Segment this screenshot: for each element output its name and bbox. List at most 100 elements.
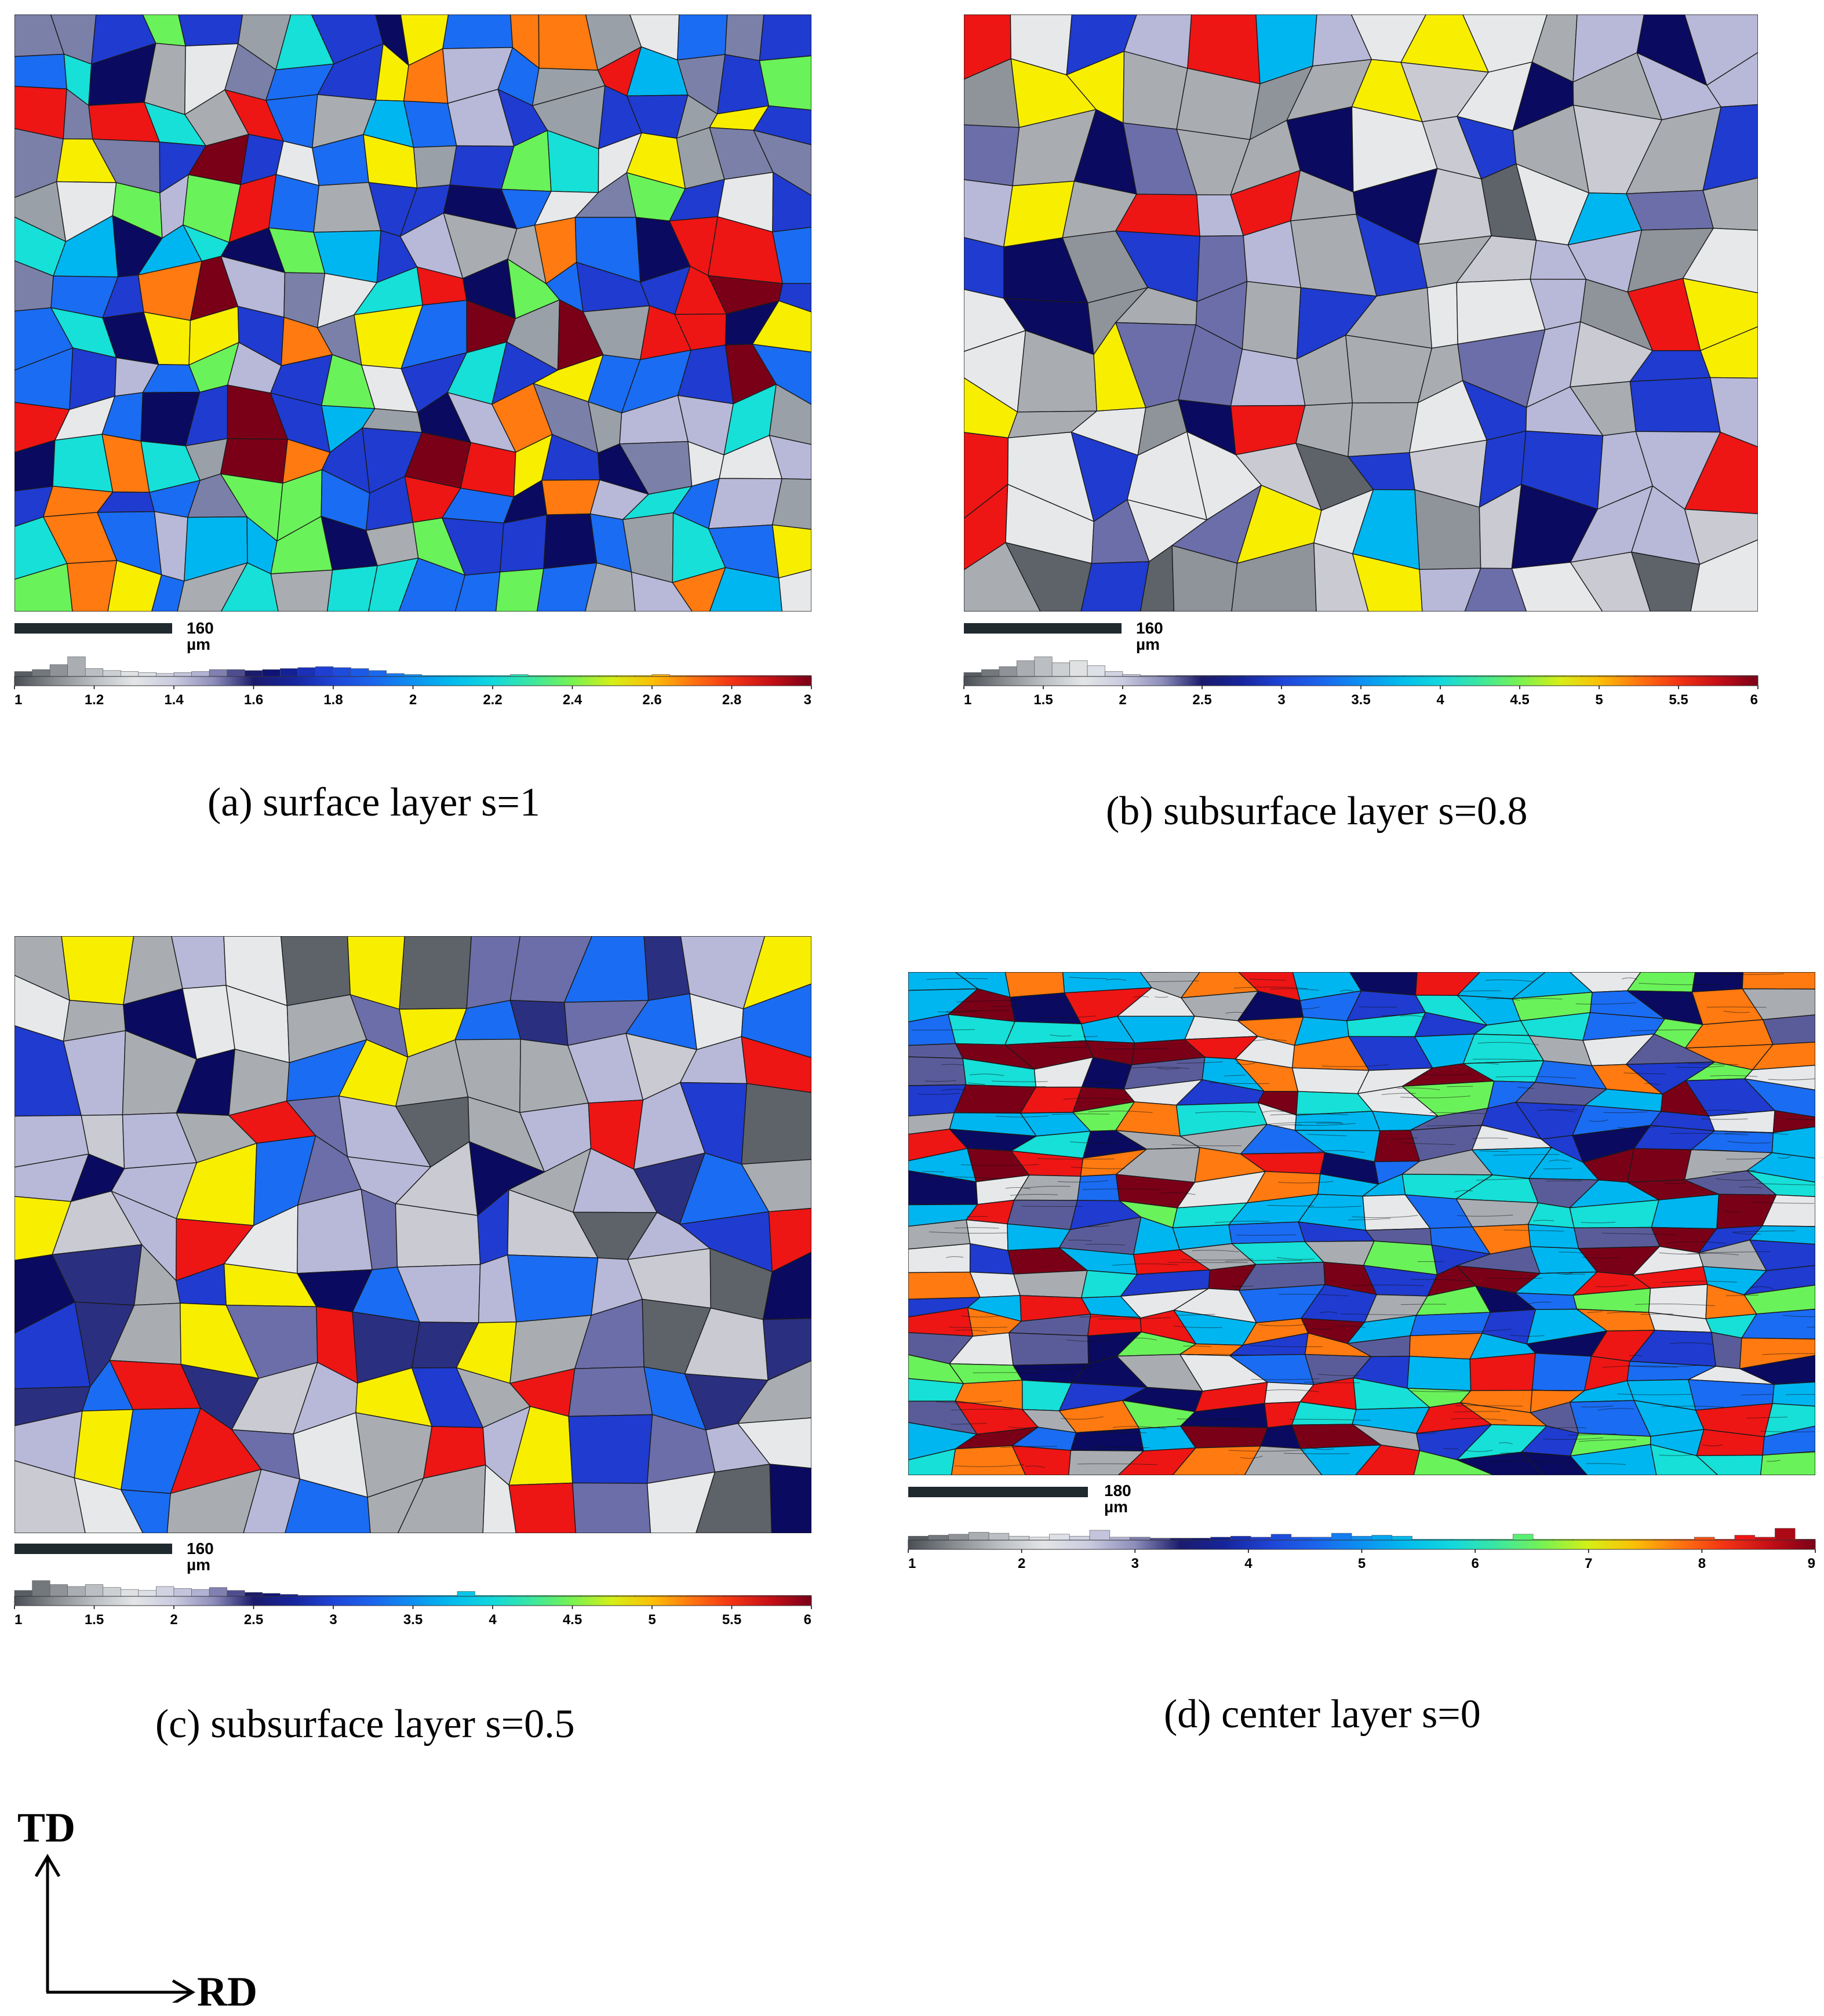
tick-label: 1.5: [85, 1612, 104, 1628]
substructure: [912, 972, 1815, 1468]
color-legend-b: 1 1.5 2 2.5 3 3.5 4 4.5 5 5.5 6: [963, 652, 1759, 710]
tick-label: 1.8: [323, 692, 343, 708]
tick-label: 5.5: [722, 1612, 741, 1628]
grain-map-c-image: [14, 936, 811, 1533]
tick-label: 5: [648, 1612, 656, 1628]
tick-label: 1.4: [164, 692, 184, 708]
histogram-bar: [1392, 1535, 1412, 1541]
scale-bar-a: [14, 623, 172, 634]
histogram-bar: [988, 1533, 1010, 1541]
histogram-bar: [85, 1584, 104, 1597]
scale-bar-b: [964, 623, 1122, 634]
histogram-bar: [138, 672, 156, 677]
tick-label: 5.5: [1669, 692, 1688, 708]
histogram-bar: [49, 664, 68, 677]
histogram-bar: [1009, 1535, 1029, 1541]
tick-label: 4: [1244, 1556, 1253, 1571]
scale-bar-d: [908, 1487, 1088, 1497]
histogram-bar: [121, 671, 139, 677]
caption-d: (d) center layer s=0: [1164, 1692, 1481, 1737]
color-scale-bar: [963, 676, 1759, 686]
histogram-bar: [49, 1584, 68, 1597]
histogram-bar: [1694, 1537, 1715, 1541]
tick-label: 2: [170, 1612, 177, 1628]
histogram-bar: [333, 667, 351, 677]
histogram-bar: [403, 674, 423, 677]
histogram-bar: [67, 1586, 86, 1597]
tick-label: 1.2: [85, 692, 104, 708]
grains: [14, 14, 811, 612]
histogram-bar: [963, 672, 982, 677]
histogram-bar: [85, 668, 104, 677]
scale-label-b: 160 µm: [1136, 619, 1163, 653]
histogram-bar: [368, 670, 387, 677]
color-scale-bar: [908, 1540, 1816, 1550]
grain-map-d: [908, 972, 1815, 1475]
histogram-bar: [1754, 1537, 1775, 1541]
legend-b-svg: 1 1.5 2 2.5 3 3.5 4 4.5 5 5.5 6: [963, 656, 1759, 708]
histogram-bar: [1130, 1537, 1151, 1541]
color-legend-c: 1 1.5 2 2.5 3 3.5 4 4.5 5 5.5 6: [14, 1572, 812, 1630]
tick-label: 1.5: [1033, 692, 1053, 708]
histogram-bar: [386, 673, 405, 677]
histogram-bar: [1250, 1537, 1272, 1541]
histogram-bar: [351, 668, 369, 677]
tick-label: 2.4: [563, 692, 582, 708]
grain-map-a-image: [14, 14, 811, 612]
grain-map-a: [14, 14, 811, 612]
grains: [964, 14, 1758, 612]
tick-label: 2: [409, 692, 417, 708]
color-scale-bar: [14, 1596, 812, 1606]
histogram-bar: [948, 1534, 969, 1541]
color-legend-a: 1 1.2 1.4 1.6 1.8 2 2.2 2.4 2.6 2.8 3: [14, 652, 812, 710]
legend-c-svg: 1 1.5 2 2.5 3 3.5 4 4.5 5 5.5 6: [14, 1580, 812, 1628]
histogram-bar: [1069, 1535, 1090, 1541]
histogram-bar: [67, 656, 86, 677]
histogram-bar: [510, 674, 529, 677]
histogram-bar: [1270, 1534, 1292, 1541]
scale-label-d: 180 µm: [1104, 1482, 1131, 1516]
histogram-bar: [457, 1591, 475, 1597]
histogram-bar: [1089, 1530, 1111, 1541]
tick-label: 2: [1119, 692, 1126, 708]
histogram-bar: [999, 666, 1017, 677]
histogram-bar: [297, 667, 316, 677]
grain-map-c: [14, 936, 811, 1533]
color-scale-bar: [14, 676, 812, 686]
caption-c: (c) subsurface layer s=0.5: [155, 1702, 575, 1746]
tick-label: 6: [804, 1612, 811, 1628]
tick-label: 1: [964, 692, 971, 708]
grain-map-d-image: [908, 972, 1815, 1475]
grains: [908, 972, 1815, 1475]
histogram-bar: [209, 669, 228, 677]
tick-label: 3: [329, 1612, 337, 1628]
tick-label: 2.2: [483, 692, 502, 708]
histogram-bar: [1291, 1537, 1312, 1541]
histogram-bar: [1775, 1528, 1796, 1541]
histogram-bar: [1513, 1534, 1534, 1541]
tick-label: 2.5: [244, 1612, 263, 1628]
histogram-bar: [1190, 1538, 1211, 1541]
histogram-bar: [244, 1592, 263, 1597]
histogram-bar: [651, 674, 670, 677]
histogram-bar: [279, 668, 298, 677]
histogram-bar: [1105, 671, 1123, 677]
histogram-bar: [279, 1594, 298, 1597]
tick-label: 8: [1698, 1556, 1706, 1571]
tick-label: 9: [1808, 1556, 1815, 1571]
histogram-bar: [908, 1535, 929, 1541]
tick-label: 3: [1277, 692, 1285, 708]
histogram-bar: [1017, 660, 1035, 677]
histogram-bar: [227, 1590, 245, 1597]
histogram-bar: [1210, 1537, 1231, 1541]
grain-map-b-image: [964, 14, 1758, 612]
histogram-bar: [227, 669, 245, 677]
tick-label: 6: [1471, 1556, 1479, 1571]
scale-label-c: 160 µm: [187, 1540, 214, 1574]
tick-label: 5: [1358, 1556, 1366, 1571]
tick-label: 4: [489, 1612, 497, 1628]
histogram-bar: [1149, 1538, 1171, 1541]
histogram-bar: [1049, 1534, 1070, 1541]
histogram-bar: [1122, 674, 1141, 677]
histogram-bar: [191, 1589, 210, 1597]
